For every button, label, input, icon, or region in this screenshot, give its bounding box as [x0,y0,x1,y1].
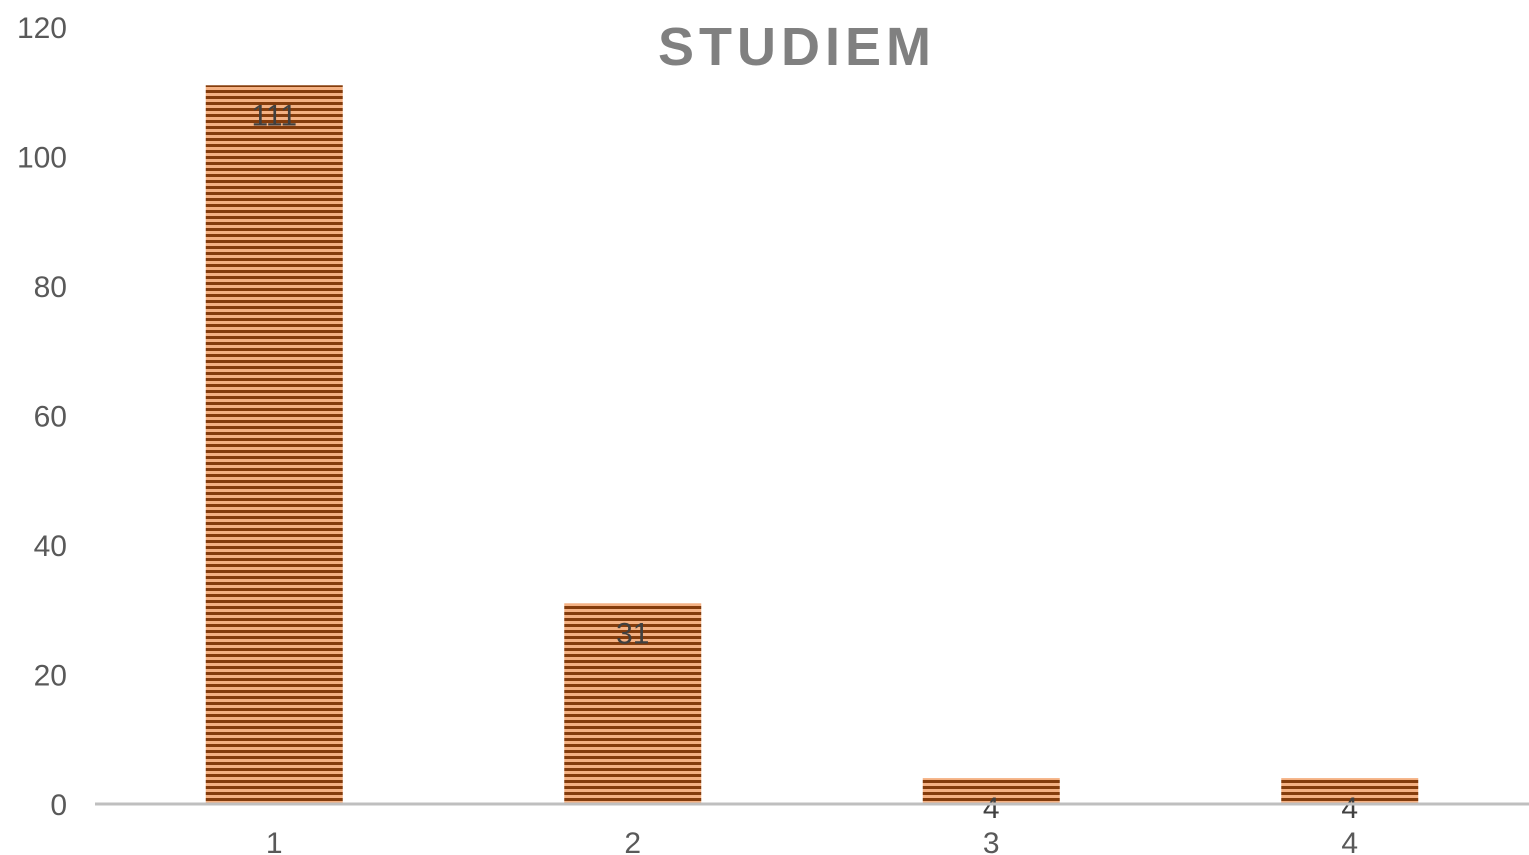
x-tick-label: 4 [1341,827,1358,855]
bar [205,85,343,804]
data-label: 4 [983,792,1000,825]
y-tick-label: 120 [17,12,67,45]
y-tick-label: 80 [34,271,67,304]
data-label: 111 [251,99,297,132]
x-tick-label: 1 [266,827,283,855]
x-axis-ticks: 1 2 3 4 [266,827,1358,855]
y-axis-ticks: 0 20 40 60 80 100 120 [17,12,67,822]
y-tick-label: 100 [17,142,67,175]
y-tick-label: 20 [34,660,67,693]
data-label: 4 [1341,792,1358,825]
y-tick-label: 0 [50,789,67,822]
data-label: 31 [616,617,649,650]
bar [1281,778,1419,804]
bar [922,778,1060,804]
bar [564,603,702,804]
x-tick-label: 2 [624,827,641,855]
data-labels: 111 31 4 4 [251,99,1358,825]
y-tick-label: 40 [34,530,67,563]
y-tick-label: 60 [34,401,67,434]
x-tick-label: 3 [983,827,1000,855]
bars [205,85,1419,804]
chart-title: STUDIEM [658,17,936,77]
